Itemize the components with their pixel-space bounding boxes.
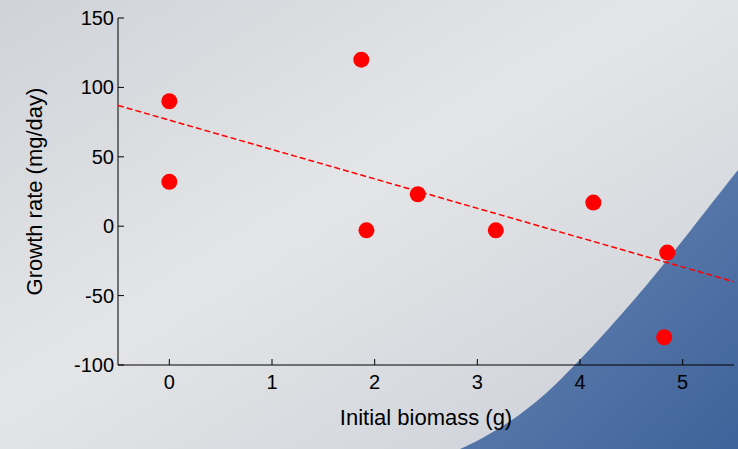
y-axis-title: Growth rate (mg/day)	[22, 88, 47, 296]
y-tick	[118, 226, 124, 227]
y-tick-label: 150	[81, 7, 114, 29]
chart-svg: 0 1 2 3 4 5 -100 -50 0 50 100 150 Initial biomass (g…	[0, 0, 738, 449]
scatter-point	[358, 222, 374, 238]
x-tick	[682, 359, 683, 365]
y-tick	[118, 18, 124, 19]
x-tick-label: 5	[677, 371, 688, 393]
background	[0, 0, 738, 449]
x-tick	[477, 359, 478, 365]
y-tick	[118, 87, 124, 88]
x-axis-title: Initial biomass (g)	[340, 405, 512, 430]
x-tick	[580, 359, 581, 365]
y-tick-label: 100	[81, 76, 114, 98]
x-tick-label: 3	[472, 371, 483, 393]
y-tick-label: -100	[74, 354, 114, 376]
x-tick	[272, 359, 273, 365]
y-tick-label: -50	[85, 285, 114, 307]
x-axis-line	[118, 365, 734, 366]
scatter-point	[161, 174, 177, 190]
scatter-point	[410, 186, 426, 202]
x-tick-label: 4	[574, 371, 585, 393]
scatter-point	[585, 195, 601, 211]
trend-line	[118, 105, 734, 281]
y-tick	[118, 156, 124, 157]
scatter-point	[659, 245, 675, 261]
x-tick-label: 0	[164, 371, 175, 393]
y-tick-label: 0	[103, 215, 114, 237]
y-tick	[118, 365, 124, 366]
scatter-point	[161, 93, 177, 109]
x-tick	[374, 359, 375, 365]
y-axis-line	[118, 18, 119, 365]
chart-container: 0 1 2 3 4 5 -100 -50 0 50 100 150 Initial biomass (g…	[0, 0, 738, 449]
x-tick-label: 1	[266, 371, 277, 393]
scatter-point	[353, 52, 369, 68]
y-tick	[118, 295, 124, 296]
x-tick-label: 2	[369, 371, 380, 393]
scatter-point	[488, 222, 504, 238]
y-tick-label: 50	[92, 146, 114, 168]
plot-area	[118, 52, 734, 346]
scatter-point	[656, 329, 672, 345]
x-tick	[169, 359, 170, 365]
